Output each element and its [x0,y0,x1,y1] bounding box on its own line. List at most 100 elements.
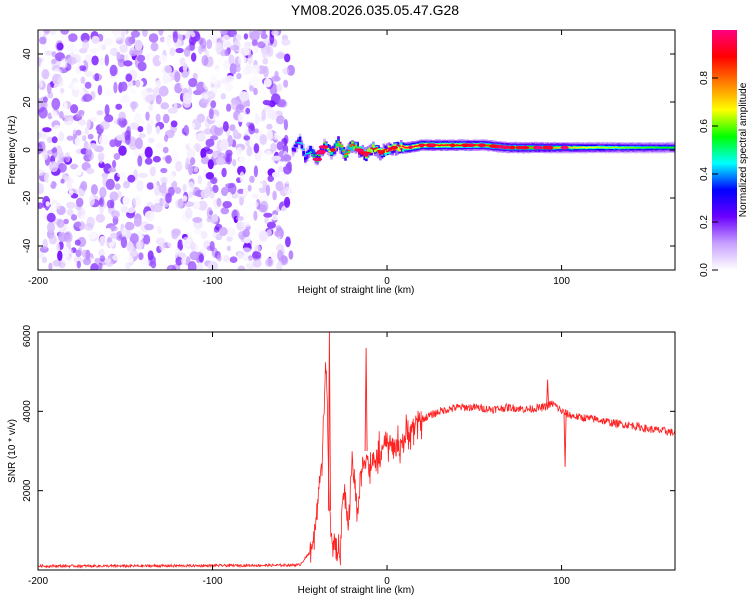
heatmap-noise-cell [244,41,252,49]
heatmap-noise-cell [218,226,228,237]
heatmap-noise-cell [109,225,118,232]
heatmap-noise-cell [215,120,224,128]
heatmap-noise-cell [104,114,114,123]
heatmap-peak-cell [477,143,486,147]
heatmap-noise-cell [266,221,276,229]
heatmap-noise-cell [136,54,146,63]
colorbar-tick-label: 0.8 [699,71,710,85]
heatmap-noise-cell [88,195,95,206]
heatmap-noise-cell [171,149,179,162]
heatmap-noise-cell [147,250,154,261]
heatmap-noise-cell [253,128,259,134]
heatmap-noise-cell [280,205,291,217]
heatmap-signal-cell [670,147,674,149]
heatmap-noise-cell [138,172,148,179]
heatmap-signal-cell [311,154,314,156]
heatmap-signal-cell [623,146,626,149]
heatmap-noise-cell [133,217,142,227]
heatmap-noise-cell [99,186,107,198]
heatmap-noise-cell [232,129,239,137]
heatmap-signal-cell [438,144,441,147]
heatmap-noise-cell [158,184,167,194]
heatmap-noise-cell [245,63,253,75]
heatmap-noise-cell [210,177,218,185]
heatmap-noise-cell [86,118,91,129]
heatmap-noise-cell [183,124,190,137]
heatmap-noise-cell [258,90,266,99]
heatmap-noise-cell [99,207,104,214]
heatmap-noise-cell [38,183,45,195]
heatmap-noise-cell [246,262,256,270]
heatmap-noise-cell [62,246,70,258]
y-tick-label: 6000 [22,324,33,347]
heatmap-signal-cell [614,146,618,148]
heatmap-noise-cell [51,136,58,144]
x-tick-label: -200 [28,576,48,587]
heatmap-noise-cell [63,117,74,126]
heatmap-signal-cell [335,143,338,147]
heatmap-noise-cell [47,221,55,234]
heatmap-peak-cell [330,148,336,152]
heatmap-noise-cell [125,73,133,82]
heatmap-noise-cell [75,166,82,176]
heatmap-noise-cell [137,61,147,72]
heatmap-signal-cell [297,139,300,143]
heatmap-noise-cell [283,119,288,131]
heatmap-signal-cell [597,146,600,148]
heatmap-noise-cell [265,184,271,196]
heatmap-noise-cell [127,174,136,183]
heatmap-signal-cell [311,150,314,156]
heatmap-noise-cell [75,129,82,136]
heatmap-signal-cell [304,154,307,156]
x-tick-label: 100 [553,576,570,587]
heatmap-noise-cell [135,137,143,150]
heatmap-signal-cell [349,145,352,151]
heatmap-noise-cell [226,103,232,112]
heatmap-noise-cell [124,222,135,231]
heatmap-signal-cell [375,147,379,151]
heatmap-noise-cell [95,213,105,223]
heatmap-noise-cell [267,180,277,189]
heatmap-noise-cell [44,30,50,35]
heatmap-peak-cell [354,148,364,152]
heatmap-noise-cell [64,175,71,182]
heatmap-signal-cell [628,146,632,149]
heatmap-noise-cell [242,252,249,261]
heatmap-noise-cell [74,137,81,147]
heatmap-noise-cell [225,183,235,189]
heatmap-noise-cell [259,200,269,213]
heatmap-noise-cell [158,54,168,64]
heatmap-noise-cell [266,46,274,57]
heatmap-noise-cell [56,42,64,51]
heatmap-noise-cell [109,64,118,77]
heatmap-noise-cell [250,30,260,42]
heatmap-signal-cell [403,146,407,149]
heatmap-noise-cell [41,256,48,264]
heatmap-signal-cell [405,147,408,149]
heatmap-noise-cell [55,202,61,210]
heatmap-signal-cell [293,148,297,152]
heatmap-signal-cell [302,148,305,150]
heatmap-noise-cell [275,115,285,125]
heatmap-noise-cell [265,258,274,267]
heatmap-signal-cell [651,146,654,148]
heatmap-signal-cell [384,150,387,156]
heatmap-noise-cell [155,143,163,149]
heatmap-noise-cell [235,216,244,221]
heatmap-noise-cell [266,123,273,130]
heatmap-noise-cell [263,78,272,88]
heatmap-signal-cell [394,143,398,149]
heatmap-signal-cell [338,143,342,147]
heatmap-noise-cell [247,53,253,65]
heatmap-noise-cell [66,201,76,209]
heatmap-noise-cell [270,214,279,221]
heatmap-noise-cell [55,183,66,195]
y-tick-label: 4000 [22,400,33,423]
heatmap-noise-cell [53,83,59,91]
heatmap-signal-cell [352,144,356,147]
heatmap-noise-cell [70,214,78,221]
heatmap-noise-cell [104,88,113,97]
heatmap-noise-cell [252,259,262,268]
heatmap-signal-cell [457,144,461,147]
heatmap-noise-cell [115,103,123,110]
